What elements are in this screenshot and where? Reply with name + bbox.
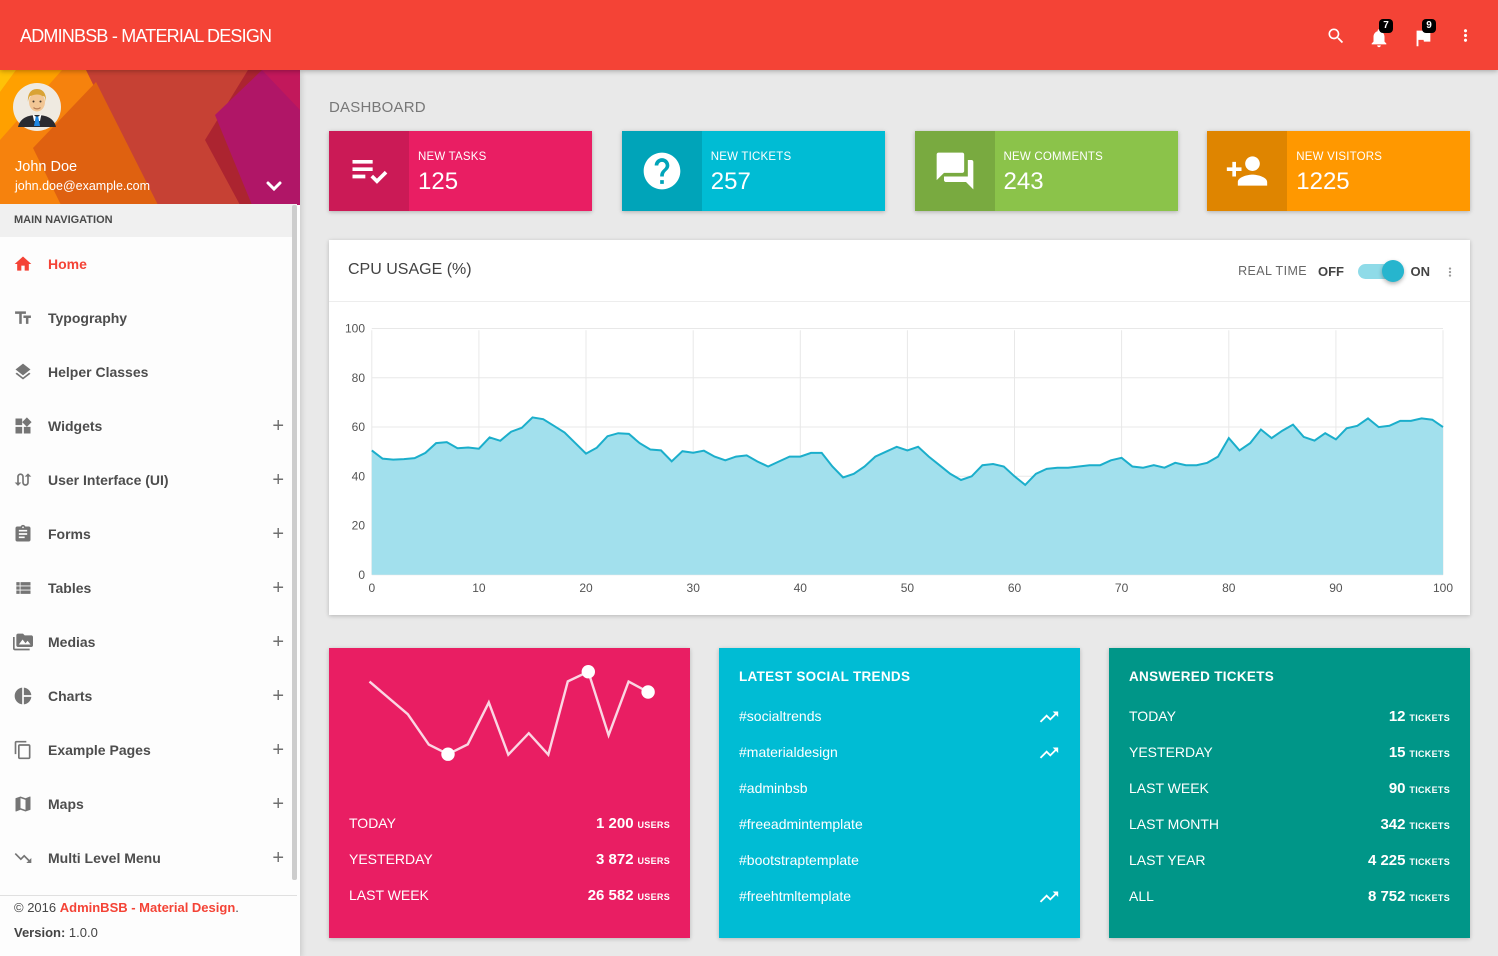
svg-text:80: 80 (1222, 581, 1236, 595)
svg-text:60: 60 (1008, 581, 1022, 595)
svg-text:60: 60 (352, 420, 366, 434)
svg-text:100: 100 (1433, 581, 1453, 595)
svg-text:50: 50 (901, 581, 915, 595)
svg-text:40: 40 (794, 581, 808, 595)
svg-text:70: 70 (1115, 581, 1129, 595)
svg-text:80: 80 (352, 371, 366, 385)
svg-text:40: 40 (352, 469, 366, 483)
svg-text:10: 10 (472, 581, 486, 595)
svg-text:30: 30 (687, 581, 701, 595)
svg-text:20: 20 (352, 519, 366, 533)
svg-text:0: 0 (368, 581, 375, 595)
svg-text:90: 90 (1329, 581, 1343, 595)
svg-text:20: 20 (579, 581, 593, 595)
svg-text:100: 100 (345, 322, 365, 336)
svg-text:0: 0 (358, 568, 365, 582)
